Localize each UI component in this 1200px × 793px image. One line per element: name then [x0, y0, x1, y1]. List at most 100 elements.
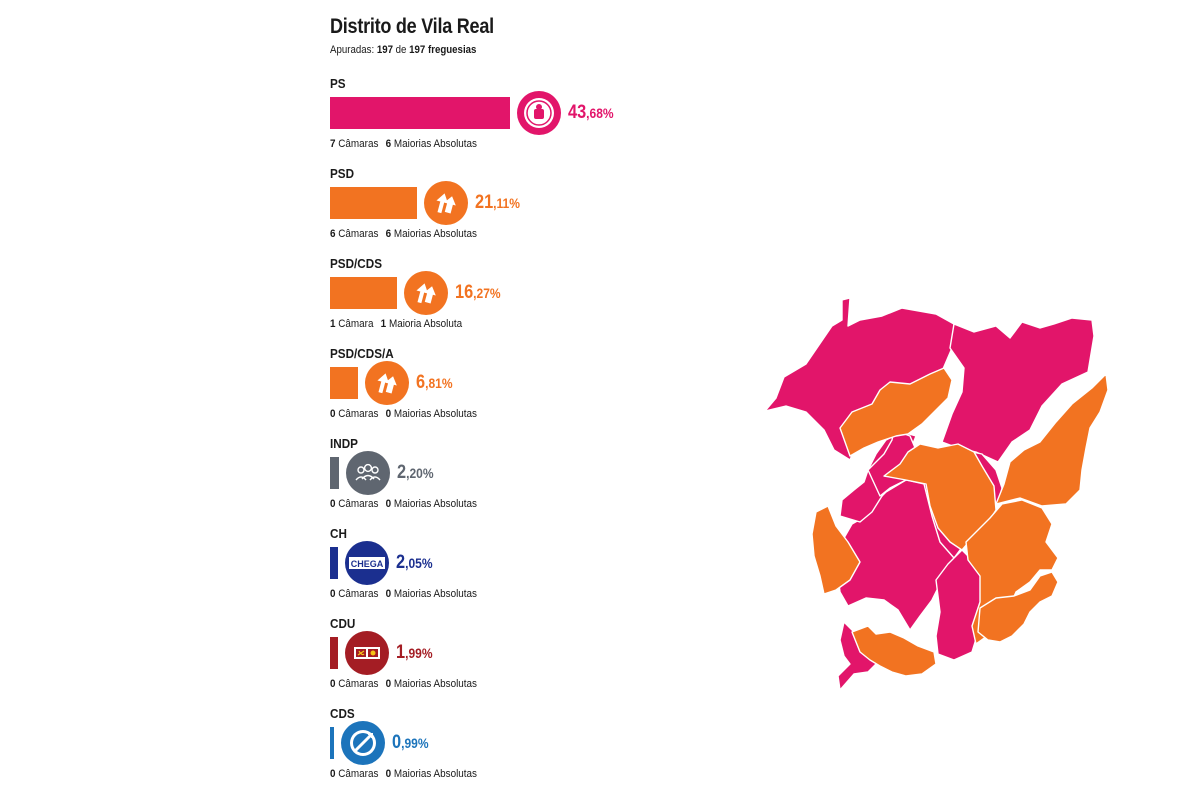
party-stats: 7 Câmaras 6 Maiorias Absolutas: [330, 137, 477, 151]
councils-label: Câmaras: [335, 228, 379, 240]
percentage-decimal: ,27%: [473, 285, 501, 301]
district-title: Distrito de Vila Real: [330, 15, 494, 38]
party-row: CDS 0,99% 0 Câmaras 0 Maiorias Absolutas: [330, 706, 750, 790]
vote-percentage: 16,27%: [455, 282, 501, 304]
councils-count: 1: [330, 318, 336, 330]
party-row: CH CHEGA 2,05% 0 Câmaras 0 Maiorias Absoluta…: [330, 526, 750, 610]
cds-ball-icon: [341, 721, 386, 765]
percentage-integer: 1: [396, 642, 406, 663]
majorities-count: 0: [385, 498, 392, 510]
percentage-integer: 6: [416, 372, 426, 393]
party-name: CDS: [330, 706, 355, 721]
municipality-region[interactable]: [941, 317, 1095, 463]
majorities-label: Maiorias Absolutas: [391, 228, 477, 240]
svg-text:CHEGA: CHEGA: [351, 559, 384, 569]
counted-prefix: Apuradas:: [330, 44, 377, 56]
party-stats: 1 Câmara 1 Maioria Absoluta: [330, 317, 462, 331]
majorities-label: Maiorias Absolutas: [391, 408, 477, 420]
percentage-integer: 21: [474, 192, 494, 213]
party-name: CDU: [330, 616, 356, 631]
councils-count: 0: [330, 588, 336, 600]
percentage-integer: 16: [455, 282, 474, 303]
majorities-label: Maiorias Absolutas: [391, 588, 477, 600]
vote-share-bar: [330, 277, 398, 309]
party-row: PSD/CDS/A 6,81% 0 Câmaras 0 Maiorias Absolu…: [330, 346, 750, 430]
percentage-decimal: ,05%: [405, 555, 433, 571]
municipality-region[interactable]: [977, 571, 1059, 643]
party-stats: 0 Câmaras 0 Maiorias Absolutas: [330, 677, 477, 691]
psd-arrows-icon: [404, 271, 449, 315]
majorities-count: 0: [385, 768, 392, 780]
results-panel: Distrito de Vila Real Apuradas: 197 de 1…: [330, 14, 750, 780]
counted-done: 197: [376, 44, 393, 56]
party-name: PSD/CDS: [330, 256, 383, 271]
percentage-integer: 0: [392, 732, 402, 753]
vote-percentage: 6,81%: [416, 372, 453, 394]
vote-share-bar: [330, 367, 359, 399]
majorities-label: Maioria Absoluta: [386, 318, 463, 330]
councils-label: Câmaras: [335, 678, 379, 690]
councils-label: Câmara: [335, 318, 374, 330]
vote-percentage: 1,99%: [396, 642, 433, 664]
majorities-count: 6: [385, 228, 392, 240]
party-row: PSD/CDS 16,27% 1 Câmara 1 Maioria Absoluta: [330, 256, 750, 340]
vote-share-bar: [330, 457, 340, 489]
municipality-region[interactable]: [839, 367, 953, 457]
municipality-region[interactable]: [811, 505, 861, 595]
party-stats: 0 Câmaras 0 Maiorias Absolutas: [330, 407, 477, 421]
municipality-region[interactable]: [851, 625, 937, 677]
psd-arrows-icon: [365, 361, 410, 405]
party-stats: 6 Câmaras 6 Maiorias Absolutas: [330, 227, 477, 241]
party-row: PSD 21,11% 6 Câmaras 6 Maiorias Absolutas: [330, 166, 750, 250]
councils-label: Câmaras: [335, 498, 379, 510]
party-name: CH: [330, 526, 347, 541]
councils-count: 0: [330, 498, 336, 510]
vote-share-bar: [330, 187, 417, 219]
majorities-label: Maiorias Absolutas: [391, 138, 477, 150]
municipality-region[interactable]: [995, 373, 1109, 507]
party-name: PSD: [330, 166, 355, 181]
percentage-integer: 2: [396, 552, 406, 573]
vote-percentage: 43,68%: [568, 102, 614, 124]
councils-count: 0: [330, 768, 336, 780]
percentage-decimal: ,20%: [406, 465, 434, 481]
psd-arrows-icon: [423, 181, 468, 225]
majorities-label: Maiorias Absolutas: [391, 678, 477, 690]
counted-summary: Apuradas: 197 de 197 freguesias: [330, 43, 700, 57]
vote-share-bar: [330, 727, 335, 759]
party-row: INDP 2,20% 0 Câmaras 0 Maiorias Absolutas: [330, 436, 750, 520]
vote-percentage: 21,11%: [475, 192, 520, 214]
majorities-label: Maiorias Absolutas: [391, 498, 477, 510]
party-stats: 0 Câmaras 0 Maiorias Absolutas: [330, 587, 477, 601]
party-stats: 0 Câmaras 0 Maiorias Absolutas: [330, 767, 477, 781]
vote-share-bar: [330, 97, 510, 129]
majorities-count: 0: [385, 588, 392, 600]
councils-count: 0: [330, 408, 336, 420]
majorities-count: 6: [385, 138, 392, 150]
councils-label: Câmaras: [335, 138, 379, 150]
percentage-decimal: ,99%: [401, 735, 429, 751]
percentage-integer: 2: [397, 462, 407, 483]
municipality-region[interactable]: [764, 297, 955, 461]
party-row: CDU 1,99% 0 Câmaras 0 Maiorias Absolutas: [330, 616, 750, 700]
councils-label: Câmaras: [335, 408, 379, 420]
cdu-hammer-sickle-icon: [345, 631, 390, 675]
vote-share-bar: [330, 547, 339, 579]
counted-mid: de: [392, 44, 410, 56]
independents-people-icon: [346, 451, 391, 495]
party-stats: 0 Câmaras 0 Maiorias Absolutas: [330, 497, 477, 511]
councils-count: 0: [330, 678, 336, 690]
vote-percentage: 2,05%: [396, 552, 433, 574]
party-name: PSD/CDS/A: [330, 346, 394, 361]
councils-count: 7: [330, 138, 336, 150]
vote-percentage: 0,99%: [392, 732, 429, 754]
counted-total: 197 freguesias: [409, 44, 477, 56]
majorities-label: Maiorias Absolutas: [391, 768, 477, 780]
percentage-decimal: ,11%: [493, 195, 520, 211]
percentage-integer: 43: [568, 102, 587, 123]
percentage-decimal: ,68%: [586, 105, 614, 121]
majorities-count: 0: [385, 408, 392, 420]
chega-logo-icon: CHEGA: [345, 541, 390, 585]
party-name: PS: [330, 76, 346, 91]
ps-fist-rose-icon: [517, 91, 561, 135]
